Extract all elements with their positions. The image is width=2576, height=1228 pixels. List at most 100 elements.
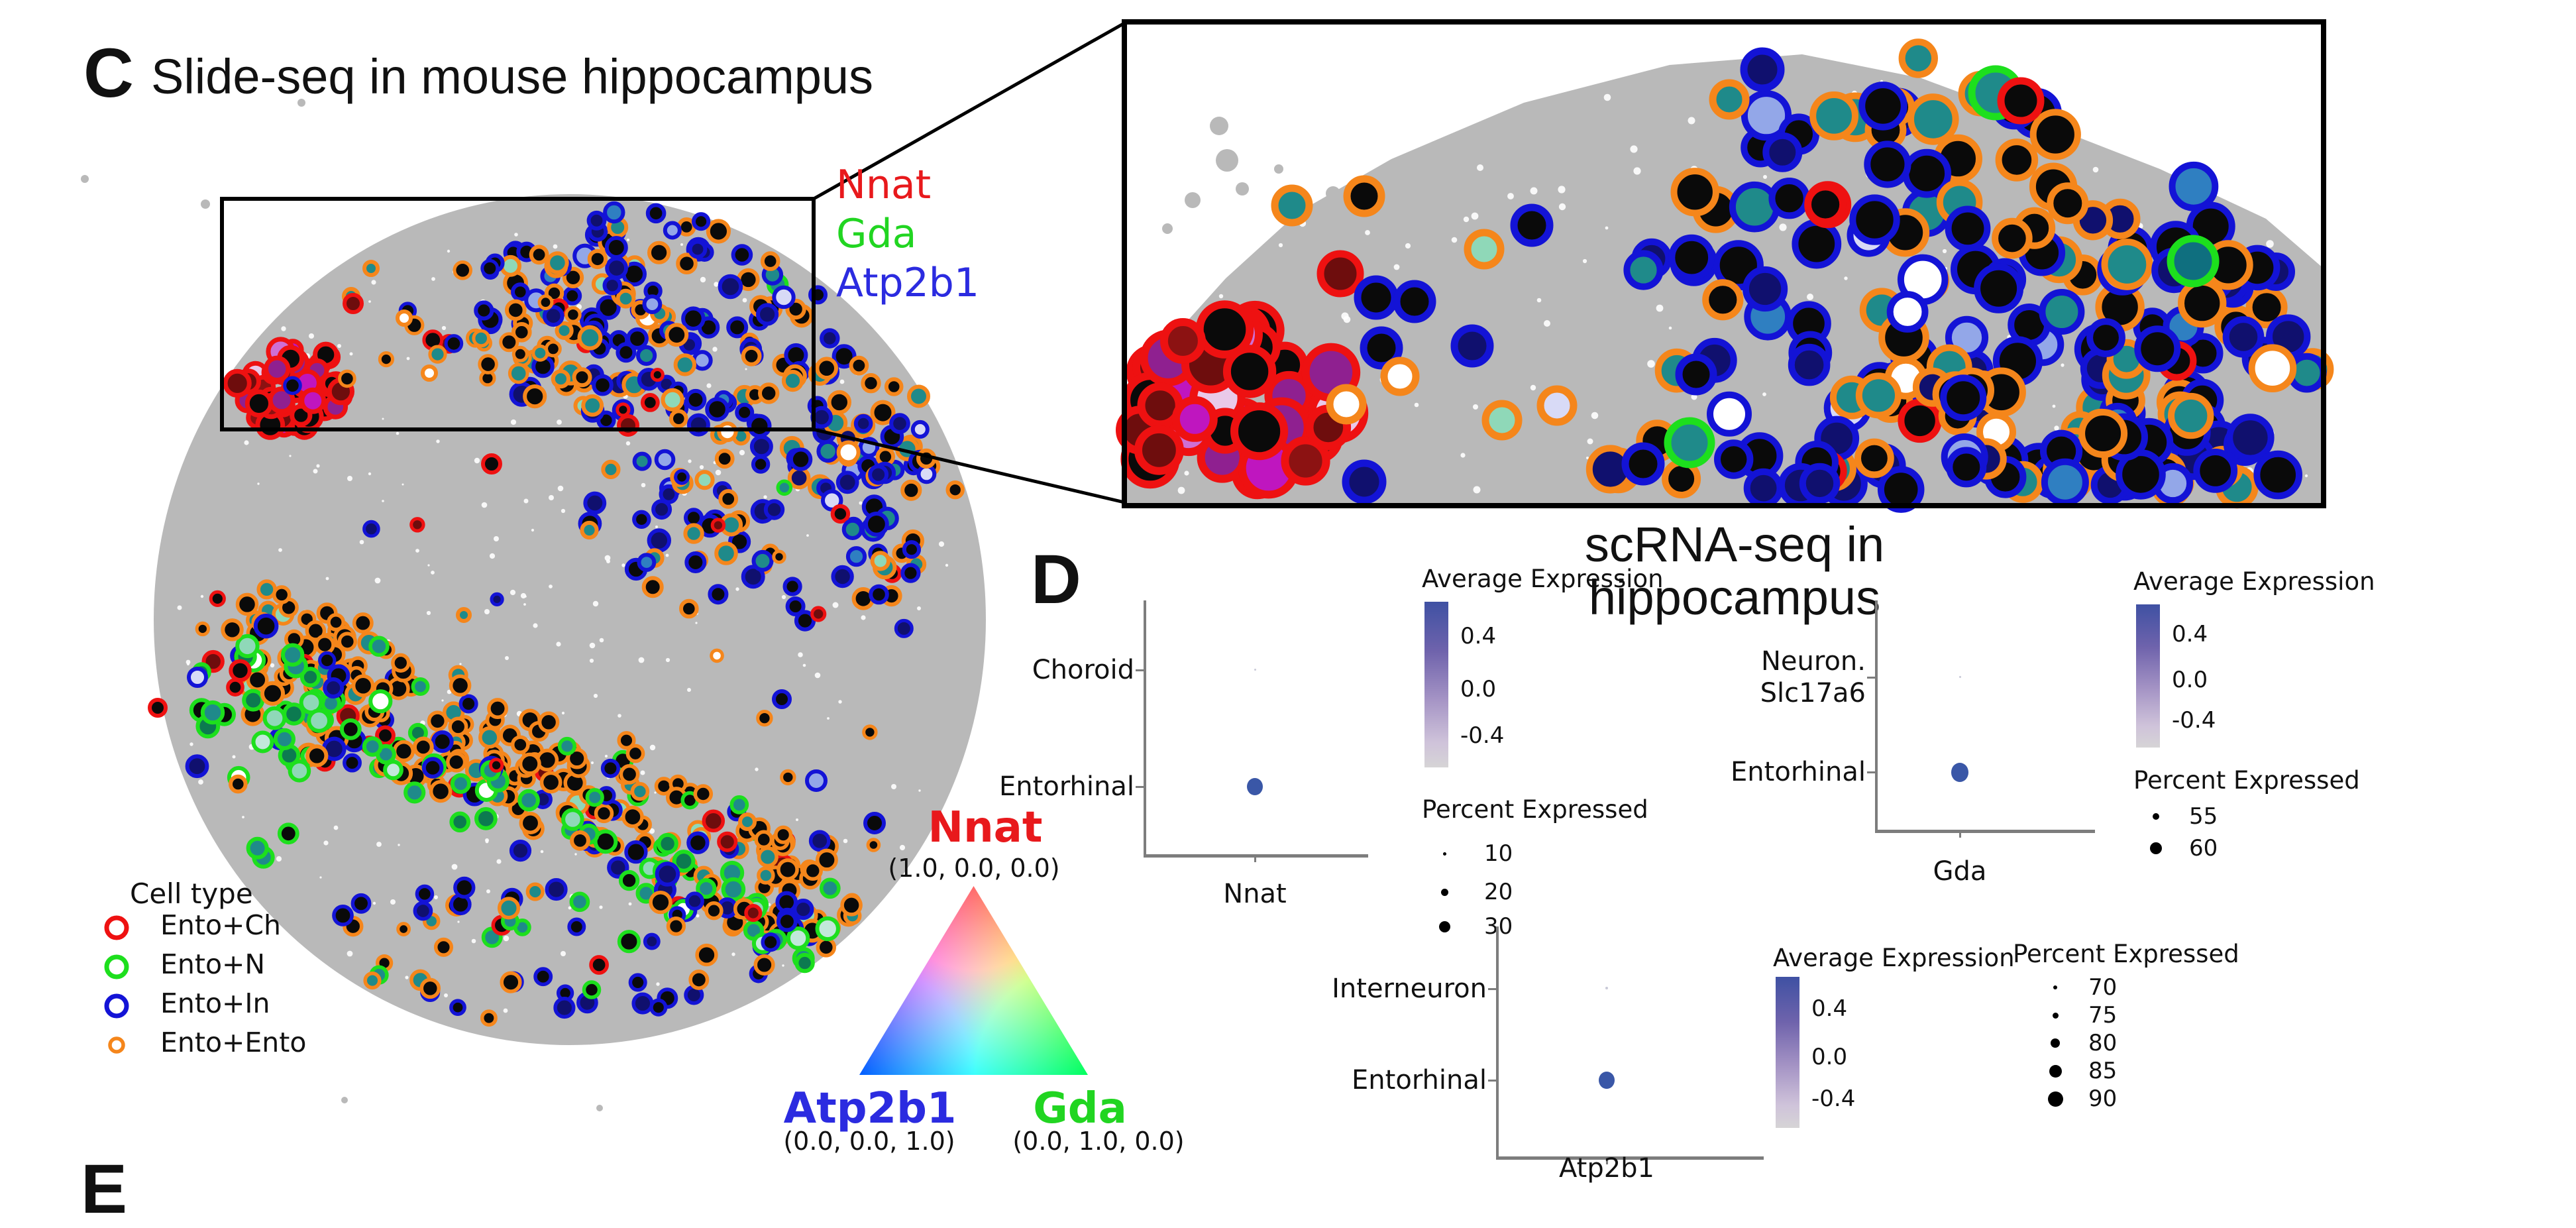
cell-dot [1743, 266, 1788, 312]
cell-dot [637, 553, 657, 572]
cell-dot [2078, 409, 2128, 458]
cell-dot [617, 414, 639, 437]
cell-dot [1792, 219, 1842, 269]
cell-dot [684, 388, 707, 411]
cell-dot [551, 369, 571, 389]
cell-dot [260, 681, 286, 706]
size-legend-dot [2150, 842, 2162, 854]
cell-dot [786, 926, 810, 950]
triangle-rgb-atp2b1: (0.0, 0.0, 1.0) [783, 1127, 955, 1156]
cell-dot [1907, 93, 1959, 145]
cell-dot [221, 618, 244, 642]
cell-dot [1877, 466, 1925, 513]
cell-dot [1481, 400, 1523, 441]
cell-dot [299, 387, 327, 414]
cell-dot [758, 382, 780, 404]
cell-dot [684, 551, 707, 573]
cell-dot [604, 236, 628, 259]
cell-dot [649, 890, 672, 915]
cell-dot [368, 689, 393, 714]
cell-dot [845, 546, 867, 567]
cell-dot [1668, 234, 1715, 281]
stray-bead [341, 1097, 348, 1103]
size-legend-value: 85 [2088, 1058, 2118, 1084]
cell-dot [327, 613, 345, 632]
stray-bead [297, 99, 305, 107]
cell-dot [487, 698, 509, 720]
cell-dot [647, 241, 671, 264]
cell-dot [907, 384, 930, 408]
cell-dot [836, 440, 861, 465]
cell-dot [688, 969, 710, 990]
cell-dot [802, 860, 823, 881]
cell-dot [1281, 436, 1330, 486]
cell-dot [641, 576, 664, 598]
size-legend-dot [2052, 1012, 2059, 1019]
cell-dot [537, 711, 560, 734]
cell-dot [945, 480, 965, 500]
cell-dot [511, 282, 530, 302]
cell-dot [273, 728, 295, 751]
cell-dot [1195, 300, 1254, 359]
cell-dot [1855, 372, 1902, 419]
cell-dot [894, 618, 914, 638]
cell-dot [827, 390, 852, 415]
cell-dot [869, 584, 889, 605]
cell-dot [794, 610, 816, 632]
cell-dot [262, 706, 287, 730]
panel-d-title: scRNA-seq in hippocampus [1584, 517, 1885, 625]
cell-dot [757, 866, 775, 885]
triangle-rgb-gda: (0.0, 1.0, 0.0) [1012, 1127, 1185, 1156]
cell-dot [375, 725, 396, 746]
cell-dot [474, 807, 498, 830]
cell-dot [456, 607, 472, 623]
panel-e-label: E [81, 1150, 128, 1228]
expression-colorbar [2136, 604, 2160, 748]
cell-dot [624, 840, 648, 864]
cell-dot [815, 916, 840, 942]
cell-dot [763, 499, 785, 520]
gene-key-atp2b1: Atp2b1 [836, 260, 980, 306]
dotplot-category-label: Interneuron [1332, 974, 1487, 1004]
cell-dot [472, 329, 491, 348]
cell-dot [378, 351, 395, 368]
cell-dot [655, 862, 680, 887]
triangle-label-nnat: Nnat [928, 803, 1043, 852]
cell-dot [2167, 235, 2220, 288]
cell-dot [409, 517, 425, 533]
cell-dot [314, 634, 335, 655]
cell-dot [517, 789, 540, 812]
cell-dot [1992, 217, 2033, 259]
cell-dot [663, 221, 682, 240]
cell-dot [1171, 396, 1218, 442]
cell-dot [542, 305, 564, 327]
cell-dot [1974, 263, 2024, 313]
size-legend-value: 80 [2088, 1030, 2118, 1056]
colorbar-tick-label: 0.0 [2172, 667, 2208, 694]
ring-swatch-icon [104, 993, 129, 1019]
cell-dot [352, 612, 374, 634]
cell-dot [581, 394, 604, 417]
cell-dot [427, 710, 449, 732]
cell-dot [665, 323, 689, 347]
cell-dot [2193, 449, 2238, 493]
cell-dot [1342, 459, 1387, 504]
cell-dot [645, 203, 667, 224]
cell-dot [505, 299, 527, 321]
expression-dot-nnat [1247, 778, 1263, 796]
cell-dot [831, 565, 854, 588]
cell-type-label: Ento+Ch [160, 909, 282, 941]
cell-dot [1343, 175, 1385, 217]
cell-dot [757, 846, 778, 868]
cell-dot [2086, 318, 2125, 357]
cell-dot [774, 825, 793, 844]
cell-dot [251, 730, 274, 754]
cell-dot [363, 972, 382, 990]
zoom-connector-line [813, 427, 1125, 504]
cell-dot [187, 667, 208, 688]
cell-dot [500, 254, 521, 277]
cell-dot [478, 354, 498, 374]
cell-dot [1946, 447, 1987, 488]
ring-swatch-icon [104, 954, 129, 979]
expression-dot-gda [1959, 675, 1961, 678]
